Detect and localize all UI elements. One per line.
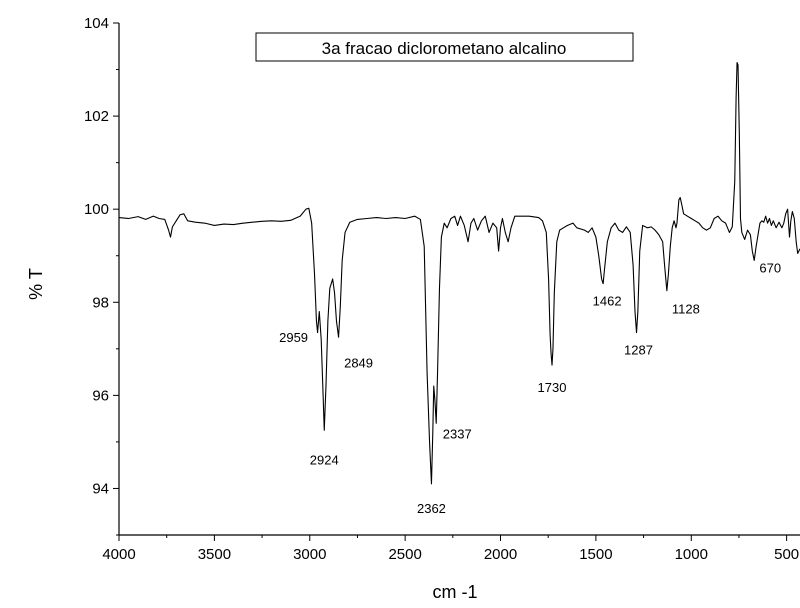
y-tick-label: 96 [92, 387, 109, 404]
peak-label-1730: 1730 [538, 380, 567, 395]
peak-label-1462: 1462 [593, 294, 622, 309]
x-tick-label: 500 [774, 546, 799, 563]
legend-frame [255, 32, 634, 62]
x-tick-label: 4000 [102, 546, 135, 563]
peak-label-2849: 2849 [344, 356, 373, 371]
peak-label-1128: 1128 [672, 302, 700, 317]
y-axis-title: % T [26, 268, 46, 300]
peak-labels: 2959 2924 2849 2362 2337 1730 1462 1287 1128 670 [279, 260, 781, 515]
y-tick-label: 100 [84, 201, 109, 218]
peak-label-2362: 2362 [417, 501, 446, 516]
x-axis: 4000 3500 3000 2500 2000 1500 1000 500 [102, 535, 799, 563]
x-tick-label: 3000 [293, 546, 326, 563]
x-axis-title: cm -1 [433, 582, 478, 602]
x-tick-label: 2000 [484, 546, 517, 563]
peak-label-2959: 2959 [279, 330, 308, 345]
peak-label-1287: 1287 [624, 343, 653, 358]
peak-label-670: 670 [759, 260, 781, 275]
y-tick-label: 94 [92, 480, 109, 497]
y-tick-label: 104 [84, 15, 109, 32]
legend-box: 3a fracao diclorometano alcalino [255, 32, 634, 62]
legend-text: 3a fracao diclorometano alcalino [322, 39, 567, 58]
peak-label-2337: 2337 [443, 426, 472, 441]
y-tick-label: 102 [84, 108, 109, 125]
y-axis: 94 96 98 100 102 104 [84, 15, 119, 536]
x-tick-label: 2500 [388, 546, 421, 563]
x-tick-label: 3500 [198, 546, 231, 563]
peak-label-2924: 2924 [310, 452, 339, 467]
x-tick-label: 1500 [579, 546, 612, 563]
plot-frame [118, 23, 800, 536]
y-tick-label: 98 [92, 294, 109, 311]
x-tick-label: 1000 [675, 546, 708, 563]
spectrum-line [118, 62, 800, 485]
